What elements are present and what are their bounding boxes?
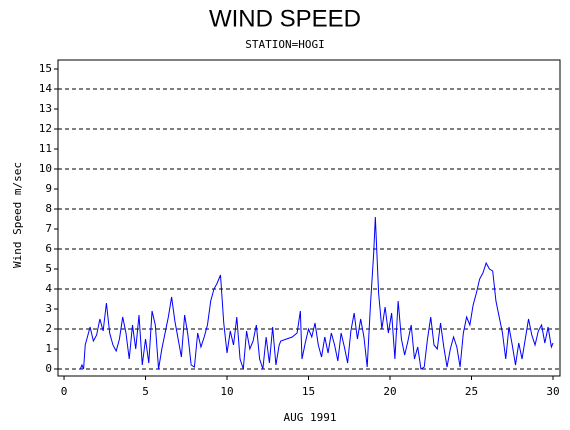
y-tick-label: 13 [39,102,52,115]
y-tick-label: 6 [45,242,52,255]
x-tick-label: 15 [302,385,315,398]
x-tick-label: 5 [142,385,149,398]
y-tick-label: 12 [39,122,52,135]
data-line [79,216,554,370]
x-tick-label: 30 [546,385,559,398]
y-tick-label: 1 [45,342,52,355]
y-axis-label: Wind Speed m/sec [11,162,24,268]
y-tick-label: 10 [39,162,52,175]
x-tick-label: 0 [61,385,68,398]
y-tick-label: 7 [45,222,52,235]
y-tick-label: 3 [45,302,52,315]
y-tick-label: 11 [39,142,52,155]
y-tick-label: 5 [45,262,52,275]
y-tick-label: 4 [45,282,52,295]
chart-subtitle: STATION=HOGI [245,38,324,51]
x-tick-label: 25 [465,385,478,398]
x-tick-label: 10 [220,385,233,398]
x-tick-label: 20 [383,385,396,398]
y-tick-label: 2 [45,322,52,335]
y-tick-label: 0 [45,362,52,375]
chart-title: WIND SPEED [209,5,361,32]
y-tick-label: 14 [39,82,53,95]
y-tick-label: 8 [45,202,52,215]
x-axis-label: AUG 1991 [284,411,337,424]
y-tick-label: 9 [45,182,52,195]
y-tick-label: 15 [39,62,52,75]
